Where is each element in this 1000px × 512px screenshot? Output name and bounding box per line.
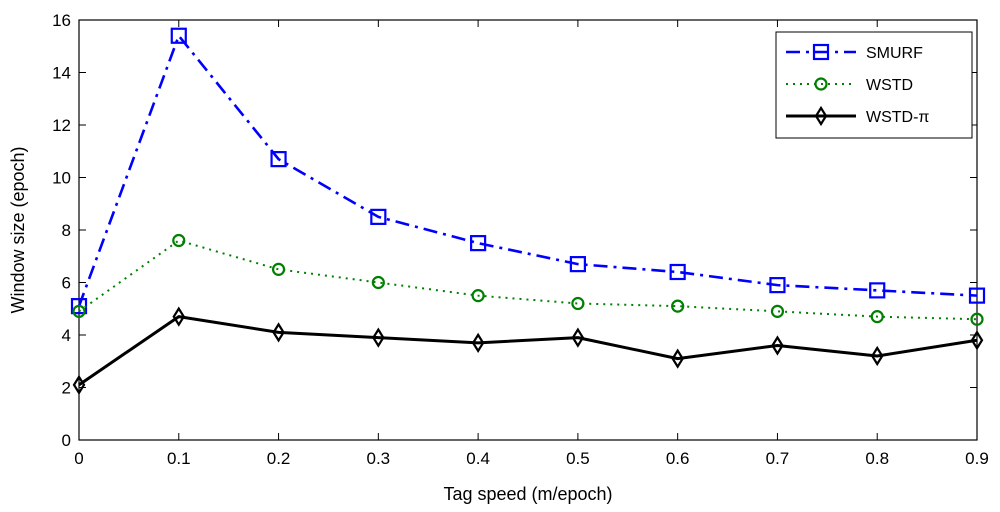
y-tick-label: 2 <box>62 379 71 398</box>
data-point <box>172 306 186 327</box>
y-tick-label: 12 <box>52 116 71 135</box>
x-tick-label: 0 <box>74 449 83 468</box>
x-tick-label: 0.5 <box>566 449 590 468</box>
legend: SMURF WSTD WSTD-π <box>775 31 973 139</box>
series-line <box>78 239 978 321</box>
data-point <box>471 332 485 353</box>
data-point <box>571 327 585 348</box>
legend-entry: SMURF <box>786 43 923 62</box>
data-point <box>968 287 986 304</box>
y-tick-label: 6 <box>62 274 71 293</box>
x-tick-label: 0.1 <box>167 449 191 468</box>
axis-ticks: 0 0.1 0.2 0.3 0.4 0.5 0.6 0.7 0.8 0.9 0 2 4 6 8 10 12 14 1… <box>52 11 989 468</box>
data-point <box>869 282 886 299</box>
data-point <box>370 208 387 225</box>
data-point <box>870 310 884 324</box>
series-line <box>77 34 978 307</box>
legend-label: WSTD <box>866 77 913 94</box>
data-point <box>970 330 984 351</box>
legend-marker <box>812 43 830 61</box>
data-point <box>970 312 984 326</box>
data-point <box>170 27 187 44</box>
legend-marker <box>814 105 828 127</box>
data-point <box>172 233 186 248</box>
series-2 <box>72 306 984 395</box>
data-point <box>671 348 684 369</box>
series-lines <box>70 27 986 395</box>
data-point <box>72 374 86 395</box>
data-point <box>271 262 286 276</box>
y-tick-label: 14 <box>52 64 71 83</box>
data-point <box>671 299 685 313</box>
series-0 <box>70 27 986 315</box>
legend-entry: WSTD <box>786 77 913 94</box>
y-tick-label: 16 <box>52 11 71 30</box>
data-point <box>870 345 884 367</box>
x-tick-label: 0.4 <box>466 449 490 468</box>
data-point <box>771 335 784 356</box>
series-1 <box>72 233 984 326</box>
data-point <box>769 277 786 294</box>
data-point <box>770 304 785 318</box>
x-tick-label: 0.6 <box>666 449 690 468</box>
data-point <box>571 296 585 311</box>
x-tick-label: 0.2 <box>267 449 291 468</box>
data-point <box>272 322 285 343</box>
x-tick-label: 0.8 <box>865 449 889 468</box>
legend-marker <box>814 77 828 91</box>
y-axis-title: Window size (epoch) <box>8 146 28 313</box>
y-tick-label: 10 <box>52 169 71 188</box>
y-tick-label: 8 <box>62 221 71 240</box>
legend-label: WSTD-π <box>866 109 929 126</box>
data-point <box>270 151 287 168</box>
series-line <box>78 315 978 387</box>
data-point <box>470 235 487 252</box>
y-tick-label: 0 <box>62 431 71 450</box>
x-tick-label: 0.9 <box>965 449 989 468</box>
data-point <box>471 289 485 303</box>
data-point <box>371 275 385 290</box>
y-tick-label: 4 <box>62 326 71 345</box>
data-point <box>72 304 86 318</box>
x-tick-label: 0.7 <box>766 449 790 468</box>
x-tick-label: 0.3 <box>367 449 391 468</box>
data-point <box>669 263 686 281</box>
legend-label: SMURF <box>866 45 923 62</box>
data-point <box>569 256 586 273</box>
data-point <box>372 327 385 348</box>
legend-entry: WSTD-π <box>786 105 929 127</box>
x-axis-title: Tag speed (m/epoch) <box>443 484 612 504</box>
